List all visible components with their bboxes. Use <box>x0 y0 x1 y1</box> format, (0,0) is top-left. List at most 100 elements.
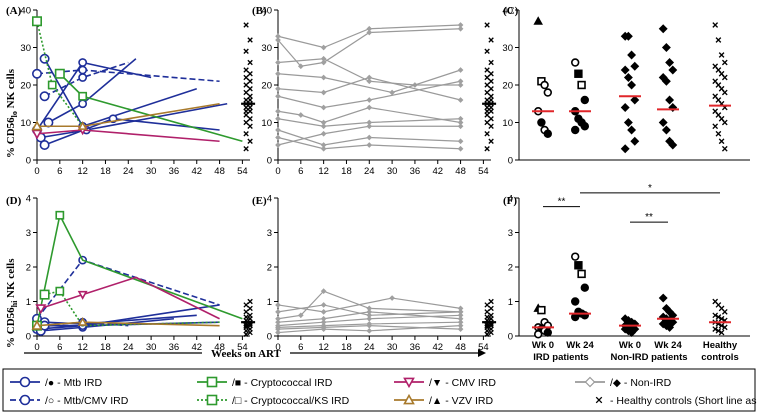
x-tick-label-b: 0 <box>275 166 280 177</box>
series-point-b-4 <box>366 74 373 81</box>
healthy-point-a <box>247 71 253 77</box>
y-tick-label-b: 0 <box>267 156 272 167</box>
legend-label: /○ - Mtb/CMV IRD <box>45 395 129 407</box>
x-tick-label-b: 18 <box>341 166 352 177</box>
series-point-e-6 <box>366 322 373 329</box>
category-ird-patients: IRD patients <box>533 352 588 363</box>
series-point-b-4 <box>457 97 464 103</box>
scatter-point-c <box>712 123 719 130</box>
x-tick-label-a: 18 <box>100 166 111 177</box>
healthy-point-d <box>243 314 249 320</box>
scatter-point-c <box>630 95 640 105</box>
x-tick-label-d: 18 <box>100 342 111 353</box>
series-point-b-10 <box>366 123 373 130</box>
legend-box <box>2 368 756 412</box>
series-point-b-10 <box>320 130 327 137</box>
series-point-b-1 <box>275 37 281 43</box>
y-tick-label-a: 10 <box>20 118 31 129</box>
healthy-point-a-b <box>243 48 249 54</box>
scatter-point-f <box>668 317 678 327</box>
series-line-e-3 <box>277 311 461 323</box>
healthy-point-a <box>243 131 249 137</box>
x-tick-label-b: 6 <box>298 166 303 177</box>
series-point-b-4 <box>320 89 327 96</box>
series-line-b-4 <box>277 76 461 101</box>
significance-label: ** <box>645 212 653 223</box>
series-point-b-2 <box>366 78 373 85</box>
scatter-point-c-b <box>721 59 728 66</box>
scatter-point-f-b <box>718 305 725 312</box>
x-tick-label-e: 30 <box>387 342 398 353</box>
scatter-point-c <box>627 125 637 135</box>
series-point-b-1 <box>366 29 373 36</box>
scatter-point-c <box>658 118 668 127</box>
healthy-point-b <box>484 22 490 28</box>
healthy-point-a <box>247 138 253 144</box>
scatter-point-c <box>630 136 640 146</box>
series-marker-d-9 <box>31 319 43 330</box>
y-tick-label-d: 3 <box>26 228 31 239</box>
series-point-b-2 <box>275 59 281 66</box>
significance-bar-2: * <box>580 183 720 194</box>
healthy-point-b-b <box>484 82 490 88</box>
series-point-e-1 <box>389 295 395 301</box>
healthy-point-a-b <box>243 97 249 103</box>
panel-label-d: (D) <box>6 195 22 207</box>
scatter-point-c <box>623 31 633 41</box>
series-point-b-8 <box>275 127 281 133</box>
scatter-group-c-1 <box>569 58 591 135</box>
panel-label-c: (C) <box>503 5 519 17</box>
y-tick-label-d: 2 <box>26 263 31 274</box>
legend-item-6: /▲ - VZV IRD <box>394 393 493 407</box>
healthy-point-a-b <box>247 59 253 66</box>
healthy-point-b <box>484 131 490 137</box>
x-tick-label-d: 36 <box>169 342 180 353</box>
healthy-point-b <box>484 82 490 88</box>
scatter-point-f-b <box>721 309 728 315</box>
y-tick-label-a: 40 <box>20 6 31 17</box>
scatter-point-f-b <box>712 298 719 305</box>
healthy-point-e-b <box>488 298 494 305</box>
scatter-point-c <box>665 58 675 67</box>
series-point-e-4 <box>366 315 373 322</box>
series-point-e-1 <box>275 302 281 308</box>
healthy-point-e-b <box>488 312 494 318</box>
series-line-b-9 <box>277 136 461 150</box>
healthy-point-b <box>488 37 494 43</box>
scatter-point-f <box>627 328 637 337</box>
healthy-point-b <box>484 119 490 126</box>
ylabel-bottom: % CD56hi NK cells <box>5 258 19 348</box>
y-tick-label-a: 30 <box>20 43 31 54</box>
x-tick-label-e: 36 <box>410 342 421 353</box>
legend-label: /▲ - VZV IRD <box>429 395 493 407</box>
healthy-point-a <box>247 59 253 66</box>
legend-marker <box>206 394 218 406</box>
y-tick-label-e: 0 <box>267 332 272 343</box>
legend: /● - Mtb IRD /■ - Cryptococcal IRD /▼ - CM… <box>10 376 759 407</box>
scatter-point-c-b <box>721 145 728 152</box>
scatter-group-f-3 <box>657 293 679 332</box>
scatter-point-c <box>712 22 719 28</box>
healthy-point-b <box>484 97 490 103</box>
y-tick-label-b: 10 <box>261 118 272 129</box>
panel-label-a: (A) <box>6 5 22 17</box>
scatter-point-c <box>543 129 552 138</box>
series-line-a-9 <box>36 129 220 143</box>
scatter-point-c-b <box>718 138 725 145</box>
healthy-point-a <box>243 89 249 96</box>
legend-marker <box>595 396 603 404</box>
healthy-point-a-b <box>247 138 253 144</box>
scatter-point-c-b <box>715 130 722 137</box>
series-point-b-6 <box>366 104 373 111</box>
healthy-point-a-b <box>243 22 249 28</box>
scatter-point-c-b <box>712 78 719 85</box>
series-marker-d-6-b <box>55 210 65 220</box>
scatter-point-c-b <box>715 67 722 73</box>
y-tick-label-d: 4 <box>26 194 31 205</box>
series-line-e-2 <box>277 304 461 316</box>
scatter-point-c <box>540 80 549 90</box>
healthy-point-a-b <box>247 78 253 84</box>
series-group-e <box>275 288 464 336</box>
series-point-e-1 <box>320 309 327 315</box>
healthy-point-a-b <box>247 37 253 43</box>
